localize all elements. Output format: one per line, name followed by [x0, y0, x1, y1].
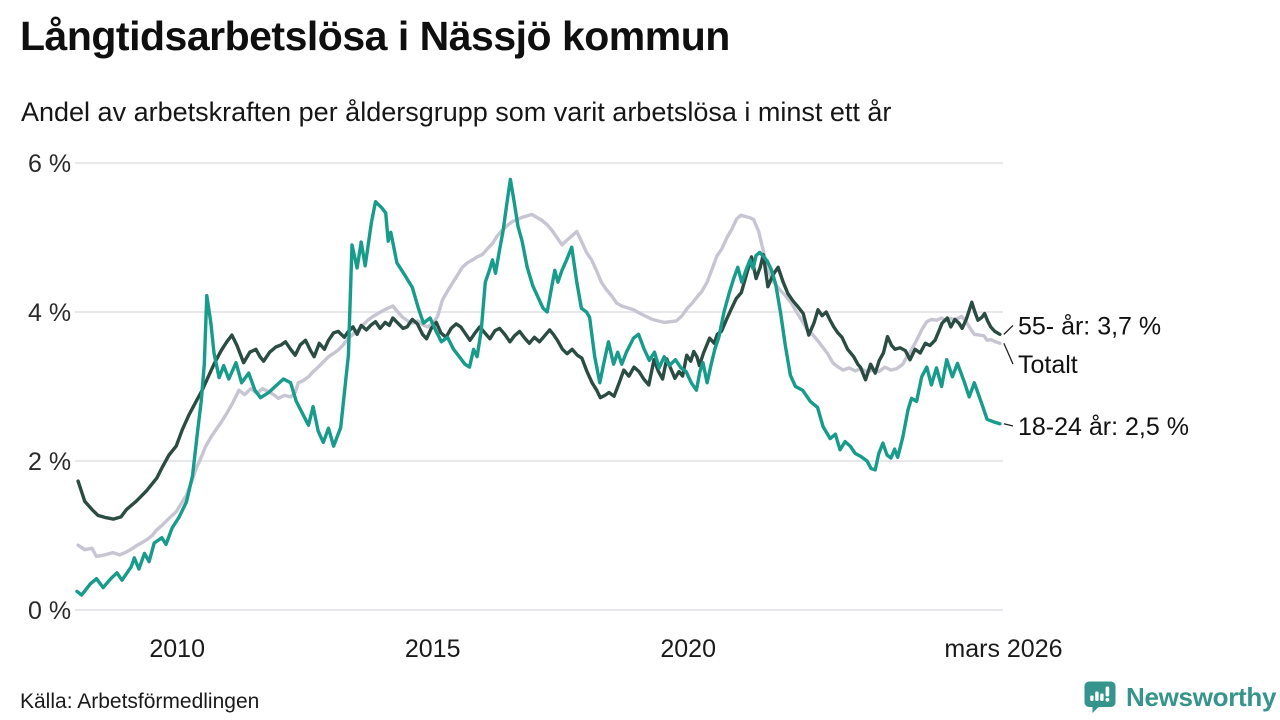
y-axis-tick-label: 6 %: [28, 150, 71, 178]
y-axis-tick-label: 0 %: [28, 597, 71, 625]
x-axis-tick-label: 2015: [405, 635, 461, 663]
newsworthy-wordmark: Newsworthy: [1126, 682, 1277, 712]
y-axis-tick-label: 4 %: [28, 299, 71, 327]
annotation-leader-line: [1003, 343, 1014, 365]
series-annotation-label: Totalt: [1018, 351, 1078, 379]
newsworthy-bubble-icon: [1084, 681, 1116, 713]
y-axis-tick-label: 2 %: [28, 448, 71, 476]
x-axis-tick-label: 2020: [660, 635, 716, 663]
x-axis-tick-label: 2010: [149, 635, 205, 663]
series-annotation-label: 55- år: 3,7 %: [1018, 312, 1161, 340]
series-line-55-r: [76, 252, 1002, 521]
annotation-leader-line: [1003, 324, 1014, 335]
chart-subtitle: Andel av arbetskraften per åldersgrupp s…: [21, 97, 892, 127]
annotation-leader-line: [1003, 423, 1014, 427]
source-note: Källa: Arbetsförmedlingen: [20, 690, 260, 713]
series-line-18-24-r: [75, 177, 1002, 597]
x-axis-tick-label: mars 2026: [944, 635, 1062, 663]
series-annotation-label: 18-24 år: 2,5 %: [1018, 413, 1189, 441]
series-line-totalt: [76, 212, 1002, 559]
newsworthy-logo: Newsworthy: [1083, 680, 1276, 715]
page-title: Långtidsarbetslösa i Nässjö kommun: [20, 13, 730, 59]
